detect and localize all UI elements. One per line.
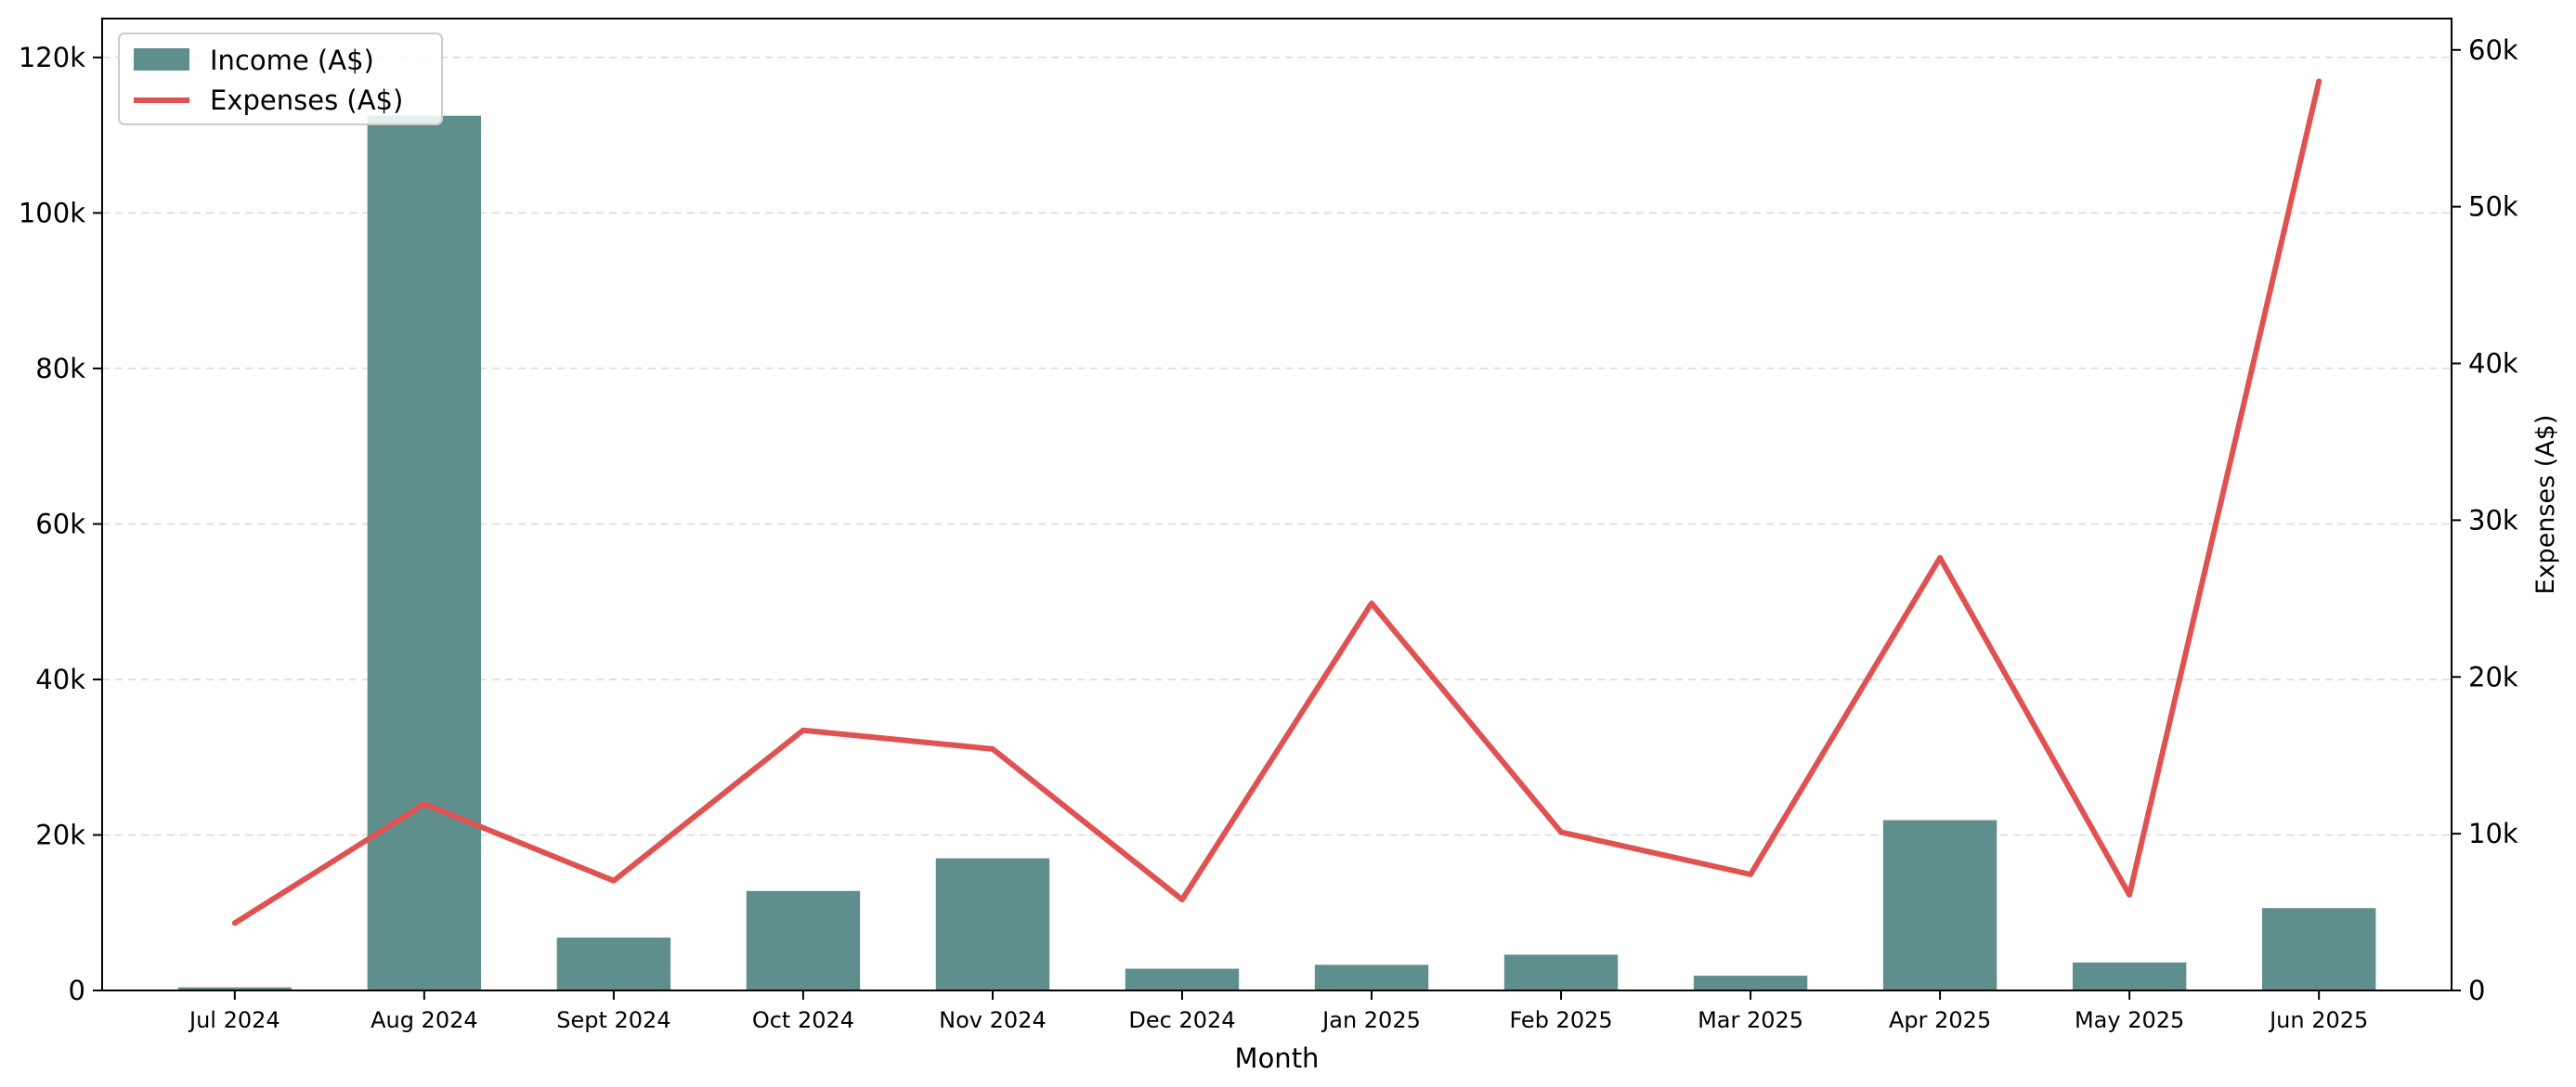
left-y-tick-label: 20k [35, 819, 85, 850]
x-tick-label: Feb 2025 [1509, 1007, 1612, 1033]
x-axis-title: Month [1235, 1042, 1320, 1074]
left-y-tick-label: 120k [19, 42, 85, 73]
right-y-tick-label: 20k [2468, 661, 2518, 692]
expenses-line [231, 78, 2322, 926]
expenses-line-layer [231, 78, 2322, 926]
right-y-axis: 0 10k 20k 30k 40k 50k 60k [2452, 34, 2518, 1006]
income-bar [177, 987, 293, 990]
right-y-tick-label: 60k [2468, 34, 2518, 66]
left-y-tick-label: 60k [35, 508, 85, 539]
x-tick-label: Aug 2024 [371, 1007, 478, 1033]
income-bar [1314, 964, 1429, 990]
x-tick-label: Nov 2024 [939, 1007, 1047, 1033]
x-tick-label: Sept 2024 [556, 1007, 670, 1033]
income-bar [1693, 976, 1808, 990]
x-tick-label: Apr 2025 [1889, 1007, 1991, 1033]
legend-income-swatch [134, 48, 189, 71]
gridlines [102, 57, 2452, 836]
income-bar [1882, 820, 1997, 990]
income-bar [1503, 954, 1619, 990]
left-y-axis: 0 20k 40k 60k 80k 100k 120k [19, 42, 102, 1006]
x-tick-label: Oct 2024 [752, 1007, 854, 1033]
left-y-tick-label: 40k [35, 664, 85, 695]
income-bar [746, 890, 861, 990]
right-y-tick-label: 40k [2468, 348, 2518, 380]
income-bar [556, 938, 671, 990]
legend-income-label: Income (A$) [210, 45, 374, 76]
right-y-tick-label: 50k [2468, 191, 2518, 223]
x-tick-label: Mar 2025 [1698, 1007, 1803, 1033]
income-bar [367, 115, 482, 990]
income-bars [177, 115, 2376, 990]
x-tick-label: Jan 2025 [1321, 1007, 1421, 1033]
legend: Income (A$) Expenses (A$) [118, 32, 443, 125]
x-tick-label: Jul 2024 [188, 1007, 280, 1033]
left-y-tick-label: 80k [35, 353, 85, 384]
x-tick-label: May 2025 [2075, 1007, 2184, 1033]
income-bar [2072, 962, 2187, 990]
right-y-tick-label: 10k [2468, 818, 2518, 849]
right-y-axis-title: Expenses (A$) [2531, 415, 2560, 595]
right-y-tick-label: 30k [2468, 504, 2518, 536]
legend-expenses-label: Expenses (A$) [210, 84, 403, 116]
income-bar [935, 858, 1050, 990]
income-bar [1125, 968, 1240, 990]
legend-box [118, 32, 443, 125]
x-tick-label: Dec 2024 [1128, 1007, 1235, 1033]
x-axis: Jul 2024 Aug 2024 Sept 2024 Oct 2024 Nov 202… [188, 990, 2368, 1033]
x-tick-label: Jun 2025 [2268, 1007, 2368, 1033]
income-bar [2261, 908, 2376, 990]
left-y-tick-label: 100k [19, 197, 85, 228]
left-y-tick-label: 0 [69, 975, 85, 1006]
plot-frame [101, 18, 2452, 991]
right-y-tick-label: 0 [2468, 975, 2485, 1006]
